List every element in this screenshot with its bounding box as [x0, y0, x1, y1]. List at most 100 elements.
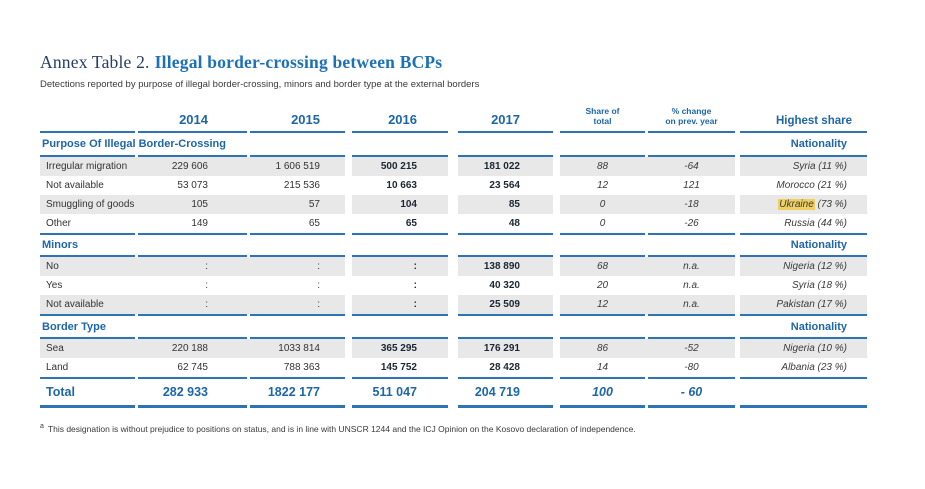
cell-pct-change: n.a. — [648, 295, 735, 314]
cell-2014: 105 — [138, 195, 247, 214]
cell-pct-change: 121 — [683, 180, 700, 191]
table-row: Other 149 65 65 48 0 -26 Russia (44 %) — [40, 214, 867, 233]
footnote-marker: a — [40, 423, 44, 430]
footnote-text: This designation is without prejudice to… — [47, 423, 636, 434]
cell-share-of-total: 68 — [560, 257, 645, 276]
table-row: Land 62 745 788 363 145 752 28 428 14 -80 Alban… — [40, 358, 867, 377]
cell-highest-share: Pakistan (17 %) — [740, 295, 867, 314]
col-header-2016: 2016 — [388, 112, 417, 127]
section-title: Purpose Of Illegal Border-Crossing — [42, 138, 226, 150]
cell-2016: 500 215 — [352, 157, 448, 176]
nationality-label: Nationality — [790, 138, 847, 150]
table-rule — [40, 314, 867, 316]
cell-label: Not available — [40, 295, 135, 314]
table-row: Not available:::25 509 12 n.a. Pakistan (17… — [40, 295, 867, 314]
cell-2014: 53 073 — [177, 180, 208, 191]
cell-label: Yes — [46, 280, 63, 291]
cell-2016: : — [413, 280, 417, 291]
total-row: Total 282 933 1822 177 511 047 204 719 100 - 6… — [40, 379, 867, 405]
cell-label: Sea — [40, 339, 135, 358]
cell-share-of-total: 14 — [596, 362, 609, 373]
cell-2015: 1822 177 — [267, 385, 320, 399]
table-rule — [40, 155, 867, 157]
table-rule — [40, 337, 867, 339]
cell-share-of-total: 12 — [596, 180, 609, 191]
cell-label: Total — [46, 385, 75, 399]
table-row: Irregular migration 229 606 1 606 519 500 2… — [40, 157, 867, 176]
table-header-row: 2014 2015 2016 2017 Share of total % cha… — [40, 100, 867, 131]
cell-share-of-total: 12 — [560, 295, 645, 314]
table-body: Purpose Of Illegal Border-Crossing Nation… — [40, 131, 867, 408]
col-header-pct-change: % change on prev. year — [665, 105, 718, 127]
cell-pct-change: -80 — [684, 362, 699, 373]
cell-highest-share: Syria (11 %) — [740, 157, 867, 176]
cell-2014: 220 188 — [138, 339, 247, 358]
table-rule — [40, 131, 867, 133]
cell-2017: 176 291 — [458, 339, 553, 358]
cell-2017: 85 — [458, 195, 553, 214]
cell-pct-change: n.a. — [648, 257, 735, 276]
cell-pct-change: n.a. — [683, 280, 700, 291]
cell-2014: 282 933 — [162, 385, 208, 399]
cell-2015: 1 606 519 — [250, 157, 345, 176]
cell-share-of-total: 88 — [560, 157, 645, 176]
table-row: Not available 53 073 215 536 10 663 23 564 12… — [40, 176, 867, 195]
table-subtitle: Detections reported by purpose of illega… — [40, 79, 480, 90]
highlighted-text: Ukraine — [778, 199, 815, 210]
cell-2015: : — [317, 280, 320, 291]
col-header-2015: 2015 — [291, 112, 320, 127]
cell-2016: 365 295 — [352, 339, 448, 358]
cell-pct-change: -18 — [648, 195, 735, 214]
section-header: Border Type Nationality — [40, 316, 867, 337]
cell-label: Irregular migration — [40, 157, 135, 176]
cell-2017: 28 428 — [489, 362, 520, 373]
page-title: Annex Table 2. Illegal border-crossing be… — [40, 52, 442, 73]
cell-highest-share: Ukraine (73 %) — [740, 195, 867, 214]
cell-2016: 65 — [405, 218, 417, 229]
cell-highest-share: Syria (18 %) — [791, 280, 847, 291]
cell-2015: 57 — [250, 195, 345, 214]
table-number-label: Annex Table 2. — [40, 52, 150, 72]
cell-share-of-total: 0 — [599, 218, 606, 229]
table-rule — [40, 255, 867, 257]
cell-share-of-total: 86 — [560, 339, 645, 358]
footnote: a This designation is without prejudice t… — [40, 423, 636, 434]
cell-2016: 145 752 — [380, 362, 417, 373]
cell-2017: 40 320 — [489, 280, 520, 291]
cell-2015: : — [250, 257, 345, 276]
table-row: Yes::: 40 320 20 n.a. Syria (18 %) — [40, 276, 867, 295]
cell-2015: 788 363 — [283, 362, 320, 373]
cell-label: Smuggling of goods — [40, 195, 135, 214]
section-header: Purpose Of Illegal Border-Crossing Nation… — [40, 133, 867, 155]
cell-2014: 149 — [191, 218, 208, 229]
cell-share-of-total: 20 — [596, 280, 609, 291]
nationality-label: Nationality — [790, 320, 847, 333]
cell-pct-change: -26 — [684, 218, 699, 229]
annex-table: 2014 2015 2016 2017 Share of total % cha… — [40, 100, 867, 408]
cell-2016: : — [352, 257, 448, 276]
table-rule — [40, 405, 867, 408]
cell-2016: 104 — [352, 195, 448, 214]
cell-2016: : — [352, 295, 448, 314]
cell-highest-share: Albania (23 %) — [781, 362, 847, 373]
cell-2015: 1033 814 — [250, 339, 345, 358]
cell-2015: 215 536 — [283, 180, 320, 191]
cell-highest-share: Russia (44 %) — [784, 218, 847, 229]
cell-pct-change: -52 — [648, 339, 735, 358]
cell-highest-share: Nigeria (10 %) — [740, 339, 867, 358]
table-row: Sea 220 188 1033 814 365 295 176 291 86 -52 Nig… — [40, 339, 867, 358]
cell-share-of-total: 100 — [592, 385, 613, 399]
cell-2017: 25 509 — [458, 295, 553, 314]
cell-highest-share — [740, 379, 867, 405]
table-rule — [40, 233, 867, 235]
cell-2017: 204 719 — [474, 385, 520, 399]
section-title: Minors — [42, 239, 79, 251]
cell-2014: : — [138, 257, 247, 276]
cell-label: Not available — [46, 180, 104, 191]
cell-2014: : — [138, 295, 247, 314]
cell-2014: 62 745 — [177, 362, 208, 373]
cell-highest-share: Morocco (21 %) — [776, 180, 847, 191]
table-row: Smuggling of goods 105 57 104 85 0 -18 Ukraine … — [40, 195, 867, 214]
cell-label: Other — [46, 218, 72, 229]
